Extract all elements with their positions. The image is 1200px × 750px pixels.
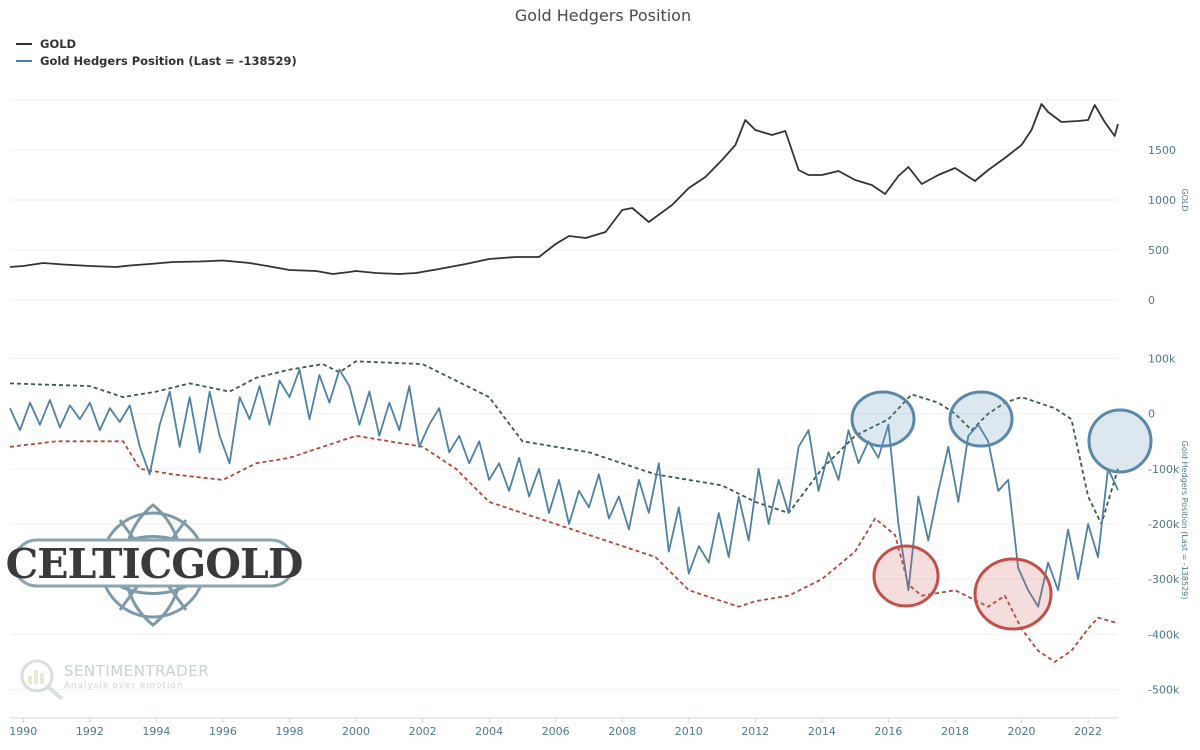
x-tick-label: 2010: [675, 725, 703, 738]
lower-y-tick-label: -100k: [1148, 463, 1180, 476]
x-tick-label: 1990: [9, 725, 37, 738]
lower-y-tick-label: 100k: [1148, 353, 1176, 366]
series-line-upper-band: [9, 360, 1119, 525]
series-line-lower-band: [9, 434, 1119, 663]
lower-y-tick-label: -500k: [1148, 683, 1180, 696]
lower-y-tick-label: -400k: [1148, 628, 1180, 641]
x-tick-label: 2022: [1074, 725, 1102, 738]
annotation-circle-red: [973, 557, 1053, 631]
upper-y-axis: 0 500 1000 1500: [1148, 144, 1176, 307]
x-axis: 1990 1992 1994 1996 1998 2000 2002 2004 2006 2008…: [9, 718, 1102, 738]
annotation-circle-blue: [850, 390, 916, 448]
upper-gridlines: [10, 99, 1118, 301]
x-tick-label: 2000: [342, 725, 370, 738]
magnifier-chart-icon: [20, 659, 64, 701]
x-tick-label: 2008: [608, 725, 636, 738]
series-line-hedgers: [9, 368, 1119, 608]
x-tick-label: 2016: [874, 725, 902, 738]
x-tick-label: 2012: [741, 725, 769, 738]
annotation-circle-blue: [948, 390, 1014, 448]
upper-y-tick-label: 500: [1148, 244, 1169, 257]
series-line-gold: [9, 103, 1119, 275]
x-tick-label: 2006: [542, 725, 570, 738]
logo-badge: [12, 538, 296, 588]
upper-y-tick-label: 1500: [1148, 144, 1176, 157]
lower-y-tick-label: -300k: [1148, 573, 1180, 586]
x-tick-label: 2002: [409, 725, 437, 738]
sentimentrader-watermark: SENTIMENTRADER Analysis over emotion: [20, 659, 209, 701]
x-tick-label: 1998: [275, 725, 303, 738]
x-tick-label: 2004: [475, 725, 503, 738]
x-tick-label: 2020: [1008, 725, 1036, 738]
chart-title: Gold Hedgers Position: [515, 6, 691, 25]
upper-y-tick-label: 1000: [1148, 194, 1176, 207]
upper-axis-title: GOLD: [1180, 188, 1189, 211]
x-tick-label: 1996: [209, 725, 237, 738]
x-tick-label: 2014: [808, 725, 836, 738]
lower-y-tick-label: 0: [1148, 408, 1155, 421]
logo-text: CELTICGOLD: [6, 540, 303, 588]
legend-label-hedgers[interactable]: Gold Hedgers Position (Last = -138529): [40, 54, 297, 68]
celticgold-logo: CELTICGOLD: [6, 503, 303, 627]
lower-axis-title: Gold Hedgers Position (Last = -138529): [1180, 441, 1189, 600]
upper-y-tick-label: 0: [1148, 294, 1155, 307]
series-layer: [9, 103, 1119, 663]
watermark-subtitle: Analysis over emotion: [64, 681, 184, 691]
legend-label-gold[interactable]: GOLD: [40, 37, 76, 51]
x-tick-label: 2018: [941, 725, 969, 738]
x-tick-label: 1992: [76, 725, 104, 738]
annotations: [850, 390, 1153, 631]
x-tick-label: 1994: [142, 725, 170, 738]
watermark-title: SENTIMENTRADER: [64, 662, 209, 680]
annotation-circle-red: [872, 544, 940, 608]
lower-y-axis: 100k 0 -100k -200k -300k -400k -500k: [1148, 353, 1180, 697]
annotation-circle-blue: [1087, 408, 1153, 474]
legend: GOLD Gold Hedgers Position (Last = -1385…: [16, 37, 297, 68]
lower-y-tick-label: -200k: [1148, 518, 1180, 531]
